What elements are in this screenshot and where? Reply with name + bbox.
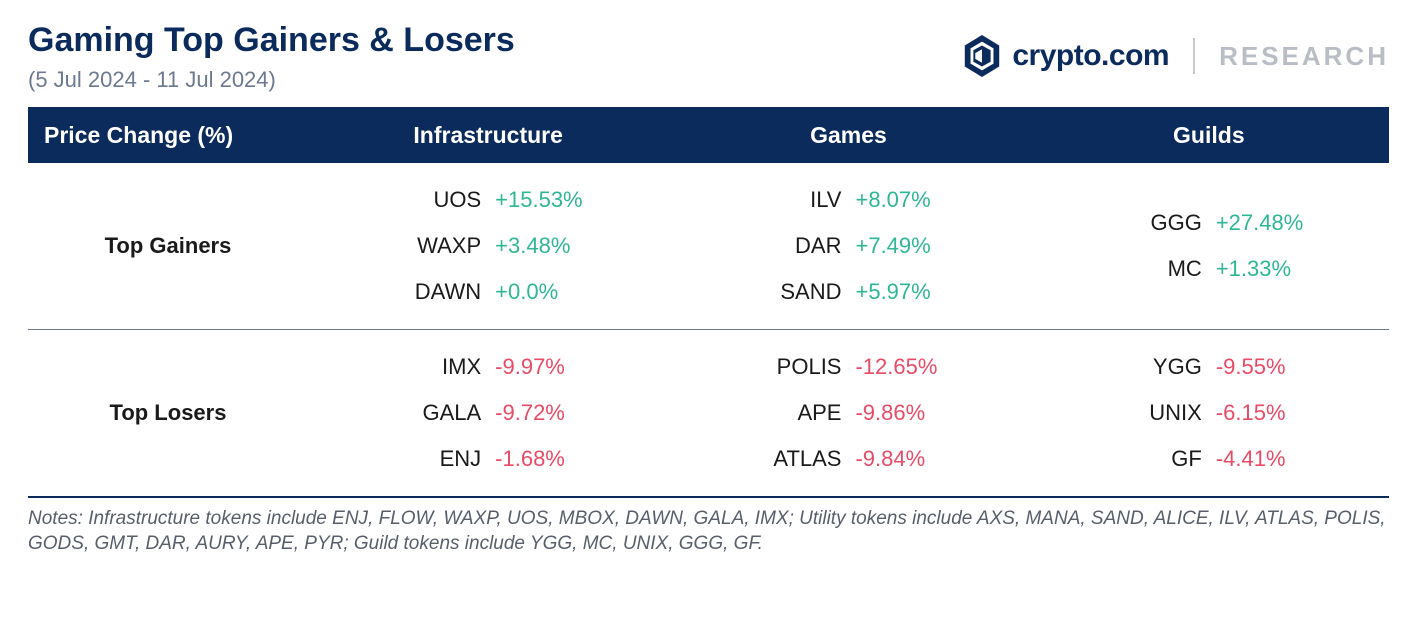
col-header-games: Games: [668, 122, 1028, 149]
table-col-guilds: GGG +27.48% MC +1.33%: [1029, 163, 1389, 329]
table-cell: GF -4.41%: [1029, 436, 1389, 482]
header-left: Gaming Top Gainers & Losers (5 Jul 2024 …: [28, 20, 515, 93]
token-change: +0.0%: [495, 279, 668, 305]
token-change: +3.48%: [495, 233, 668, 259]
table-cell: DAR +7.49%: [668, 223, 1028, 269]
table-cell: ATLAS -9.84%: [668, 436, 1028, 482]
token-change: -9.86%: [855, 400, 1028, 426]
table-cell: UNIX -6.15%: [1029, 390, 1389, 436]
table-col-games: ILV +8.07% DAR +7.49% SAND +5.97%: [668, 163, 1028, 329]
header-right: crypto.com RESEARCH: [962, 34, 1389, 78]
token-symbol: MC: [1029, 256, 1202, 282]
col-header-infrastructure: Infrastructure: [308, 122, 668, 149]
token-symbol: WAXP: [308, 233, 481, 259]
table-cell: WAXP +3.48%: [308, 223, 668, 269]
page-title: Gaming Top Gainers & Losers: [28, 20, 515, 61]
token-change: -1.68%: [495, 446, 668, 472]
section-label: Top Losers: [28, 330, 308, 496]
col-header-guilds: Guilds: [1029, 122, 1389, 149]
table-cell: YGG -9.55%: [1029, 344, 1389, 390]
brand-text: crypto.com: [1012, 39, 1169, 73]
token-symbol: ILV: [668, 187, 841, 213]
token-symbol: UNIX: [1029, 400, 1202, 426]
token-change: +8.07%: [855, 187, 1028, 213]
section-label: Top Gainers: [28, 163, 308, 329]
table-body: Top GainersUOS +15.53% WAXP +3.48% DAWN +0.0%…: [28, 163, 1389, 496]
table-cell: DAWN +0.0%: [308, 269, 668, 315]
token-symbol: IMX: [308, 354, 481, 380]
token-change: -4.41%: [1216, 446, 1389, 472]
token-symbol: YGG: [1029, 354, 1202, 380]
token-change: -9.97%: [495, 354, 668, 380]
token-change: -12.65%: [855, 354, 1028, 380]
vertical-divider: [1193, 38, 1195, 74]
token-change: +7.49%: [855, 233, 1028, 259]
crypto-logo-icon: [962, 34, 1002, 78]
token-change: -9.84%: [855, 446, 1028, 472]
table-col-guilds: YGG -9.55% UNIX -6.15% GF -4.41%: [1029, 330, 1389, 496]
table-cell: APE -9.86%: [668, 390, 1028, 436]
table-header-row: Price Change (%) Infrastructure Games Gu…: [28, 109, 1389, 163]
table-cell: GALA -9.72%: [308, 390, 668, 436]
table-cell: ILV +8.07%: [668, 177, 1028, 223]
token-symbol: SAND: [668, 279, 841, 305]
table-cell: GGG +27.48%: [1029, 200, 1389, 246]
table-cell: MC +1.33%: [1029, 246, 1389, 292]
token-symbol: ENJ: [308, 446, 481, 472]
token-change: +15.53%: [495, 187, 668, 213]
table-section: Top LosersIMX-9.97%GALA-9.72%ENJ-1.68%PO…: [28, 329, 1389, 496]
token-change: -9.72%: [495, 400, 668, 426]
token-change: -9.55%: [1216, 354, 1389, 380]
token-symbol: GALA: [308, 400, 481, 426]
token-change: +1.33%: [1216, 256, 1389, 282]
token-symbol: DAWN: [308, 279, 481, 305]
header: Gaming Top Gainers & Losers (5 Jul 2024 …: [28, 20, 1389, 93]
token-change: +27.48%: [1216, 210, 1389, 236]
brand: crypto.com: [962, 34, 1169, 78]
token-symbol: APE: [668, 400, 841, 426]
token-change: +5.97%: [855, 279, 1028, 305]
date-range: (5 Jul 2024 - 11 Jul 2024): [28, 67, 515, 93]
table-col-infrastructure: IMX -9.97% GALA -9.72% ENJ -1.68%: [308, 330, 668, 496]
table-cell: ENJ -1.68%: [308, 436, 668, 482]
token-symbol: POLIS: [668, 354, 841, 380]
table-cell: IMX -9.97%: [308, 344, 668, 390]
col-header-price-change: Price Change (%): [28, 122, 308, 149]
token-symbol: ATLAS: [668, 446, 841, 472]
research-label: RESEARCH: [1219, 41, 1389, 72]
token-symbol: GGG: [1029, 210, 1202, 236]
table-cell: POLIS -12.65%: [668, 344, 1028, 390]
table-cell: SAND +5.97%: [668, 269, 1028, 315]
footnote: Notes: Infrastructure tokens include ENJ…: [28, 506, 1389, 557]
table-col-games: POLIS -12.65% APE -9.86% ATLAS -9.84%: [668, 330, 1028, 496]
table-col-infrastructure: UOS +15.53% WAXP +3.48% DAWN +0.0%: [308, 163, 668, 329]
token-symbol: DAR: [668, 233, 841, 259]
gainers-losers-table: Price Change (%) Infrastructure Games Gu…: [28, 107, 1389, 498]
table-cell: UOS +15.53%: [308, 177, 668, 223]
table-section: Top GainersUOS +15.53% WAXP +3.48% DAWN +0.0%…: [28, 163, 1389, 329]
token-symbol: GF: [1029, 446, 1202, 472]
token-symbol: UOS: [308, 187, 481, 213]
token-change: -6.15%: [1216, 400, 1389, 426]
